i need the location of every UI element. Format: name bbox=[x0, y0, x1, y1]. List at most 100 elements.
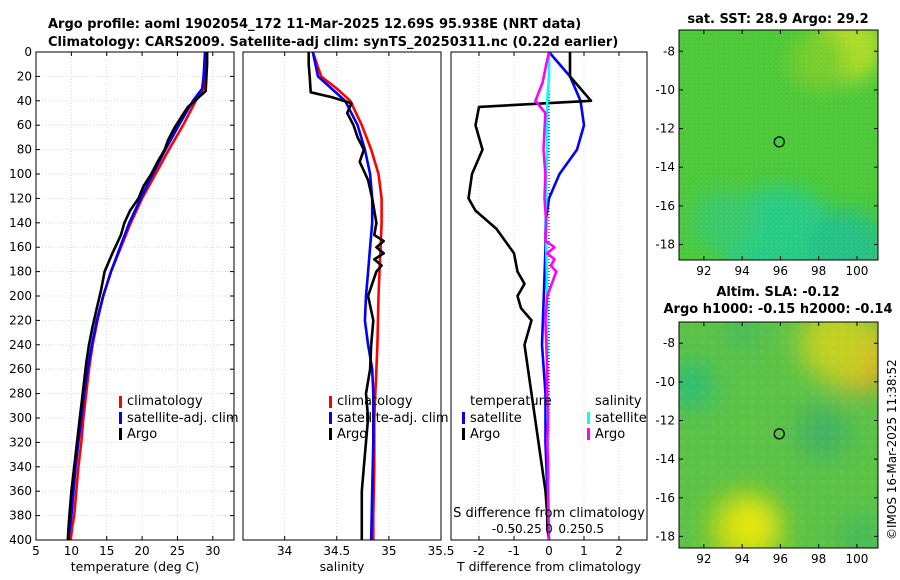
s-difference-label: S difference from climatology bbox=[453, 506, 645, 521]
y-tick-label: 120 bbox=[9, 191, 32, 205]
y-tick-label: 280 bbox=[9, 387, 32, 401]
difference-xlabel: T difference from climatology bbox=[456, 559, 642, 574]
y-tick-label: 0 bbox=[24, 45, 32, 59]
temperature-lines bbox=[66, 51, 209, 541]
s-tick-label: 0.25 bbox=[558, 522, 585, 536]
x-tick-label: 15 bbox=[99, 544, 114, 558]
salinity-axes-frame bbox=[242, 51, 442, 541]
series-line-argo bbox=[307, 52, 386, 540]
legend-marker-t-argo bbox=[462, 428, 465, 440]
legend-marker-climatology bbox=[119, 396, 122, 408]
legend-title-temperature: temperature bbox=[470, 394, 552, 409]
sst-field bbox=[679, 30, 878, 260]
lon-tick-label: 92 bbox=[696, 264, 711, 278]
temperature-xlabel: temperature (deg C) bbox=[71, 559, 200, 574]
y-tick-label: 320 bbox=[9, 435, 32, 449]
y-tick-label: 340 bbox=[9, 460, 32, 474]
series-line-satellite-adj-clim bbox=[67, 51, 207, 541]
legend-s-argo: Argo bbox=[595, 427, 625, 442]
lon-tick-label: 98 bbox=[811, 264, 826, 278]
s-tick-label: -0.25 bbox=[511, 522, 542, 536]
title-line-2: Climatology: CARS2009. Satellite-adj cli… bbox=[48, 35, 618, 50]
s-tick-label: 0.5 bbox=[585, 522, 604, 536]
legend-argo: Argo bbox=[127, 427, 157, 442]
x-tick-label: -1 bbox=[508, 544, 520, 558]
temperature-ticks: 0 20 40 60 80 100 120 140 160 180 200 220 240 260 280 3… bbox=[9, 45, 234, 558]
argo-float-marker bbox=[773, 428, 785, 440]
legend-t-satellite: satellite bbox=[470, 411, 522, 426]
y-tick-label: 80 bbox=[17, 143, 32, 157]
lat-tick-label: -12 bbox=[655, 122, 675, 136]
y-tick-label: 160 bbox=[9, 240, 32, 254]
lat-tick-label: -8 bbox=[663, 44, 675, 58]
y-tick-label: 400 bbox=[9, 533, 32, 547]
sla-field bbox=[679, 322, 878, 548]
sla-map-ticks: 92 94 96 98 100 -8 -10 -12 -14 -16 -18 bbox=[655, 322, 878, 566]
lat-tick-label: -18 bbox=[655, 238, 675, 252]
salinity-gridlines bbox=[284, 52, 390, 540]
legend-marker-satellite bbox=[329, 412, 332, 424]
x-tick-label: 34 bbox=[277, 544, 292, 558]
legend-satellite-adj: satellite-adj. clim bbox=[127, 411, 239, 426]
lat-tick-label: -8 bbox=[663, 336, 675, 350]
y-tick-label: 60 bbox=[17, 118, 32, 132]
x-tick-label: -2 bbox=[473, 544, 485, 558]
temperature-gridlines bbox=[36, 52, 234, 540]
temperature-axes-frame bbox=[35, 51, 235, 541]
legend-climatology: climatology bbox=[337, 394, 413, 409]
x-tick-label: 10 bbox=[64, 544, 79, 558]
lon-tick-label: 96 bbox=[773, 264, 788, 278]
sla-map-frame bbox=[678, 321, 879, 549]
lon-tick-label: 98 bbox=[811, 552, 826, 566]
x-tick-label: 20 bbox=[134, 544, 149, 558]
x-tick-label: 30 bbox=[205, 544, 220, 558]
lon-tick-label: 94 bbox=[735, 264, 750, 278]
salinity-panel: 34 34.5 35 35.5 salinity climatology satell… bbox=[242, 51, 454, 574]
lat-tick-label: -12 bbox=[655, 414, 675, 428]
y-tick-label: 360 bbox=[9, 484, 32, 498]
legend-climatology: climatology bbox=[127, 394, 203, 409]
sla-map-title-2: Argo h1000: -0.15 h2000: -0.14 bbox=[663, 302, 892, 317]
salinity-legend: climatology satellite-adj. clim Argo bbox=[329, 394, 449, 442]
series-line-t-argo bbox=[467, 52, 593, 541]
y-tick-label: 200 bbox=[9, 289, 32, 303]
x-tick-label: 0 bbox=[545, 544, 553, 558]
y-tick-label: 380 bbox=[9, 509, 32, 523]
sla-map-title-1: Altim. SLA: -0.12 bbox=[716, 285, 839, 300]
lon-tick-label: 100 bbox=[845, 264, 868, 278]
legend-s-satellite: satellite bbox=[595, 411, 647, 426]
legend-marker-climatology bbox=[329, 396, 332, 408]
difference-lines bbox=[467, 51, 593, 541]
legend-marker-argo bbox=[119, 428, 122, 440]
salinity-lines bbox=[307, 51, 386, 541]
lon-tick-label: 100 bbox=[845, 552, 868, 566]
lon-tick-label: 96 bbox=[773, 552, 788, 566]
legend-marker-argo bbox=[329, 428, 332, 440]
legend-marker-t-satellite bbox=[462, 412, 465, 424]
sst-map-frame bbox=[678, 29, 879, 261]
sst-map-title: sat. SST: 28.9 Argo: 29.2 bbox=[687, 12, 868, 27]
y-tick-label: 260 bbox=[9, 362, 32, 376]
x-tick-label: 35 bbox=[381, 544, 396, 558]
y-tick-label: 140 bbox=[9, 216, 32, 230]
lon-tick-label: 94 bbox=[735, 552, 750, 566]
lat-tick-label: -14 bbox=[655, 160, 675, 174]
temperature-panel: 0 20 40 60 80 100 120 140 160 180 200 220 240 260 280 3… bbox=[9, 45, 239, 574]
y-tick-label: 40 bbox=[17, 94, 32, 108]
sst-map-ticks: 92 94 96 98 100 -8 -10 -12 -14 -16 -18 bbox=[655, 30, 878, 278]
legend-title-salinity: salinity bbox=[595, 394, 642, 409]
legend-marker-s-satellite bbox=[587, 412, 590, 424]
salinity-ticks: 34 34.5 35 35.5 bbox=[277, 52, 454, 558]
lat-tick-label: -10 bbox=[655, 83, 675, 97]
x-tick-label: 2 bbox=[615, 544, 623, 558]
series-line-argo bbox=[66, 52, 209, 541]
sla-map-panel: Altim. SLA: -0.12 Argo h1000: -0.15 h200… bbox=[655, 285, 892, 566]
series-line-s-argo bbox=[534, 51, 558, 541]
temperature-legend: climatology satellite-adj. clim Argo bbox=[119, 394, 239, 442]
difference-panel: -2 -1 0 1 2 T difference from climatology S … bbox=[450, 51, 648, 574]
legend-argo: Argo bbox=[337, 427, 367, 442]
y-tick-label: 240 bbox=[9, 338, 32, 352]
legend-marker-s-argo bbox=[587, 428, 590, 440]
x-tick-label: 25 bbox=[170, 544, 185, 558]
